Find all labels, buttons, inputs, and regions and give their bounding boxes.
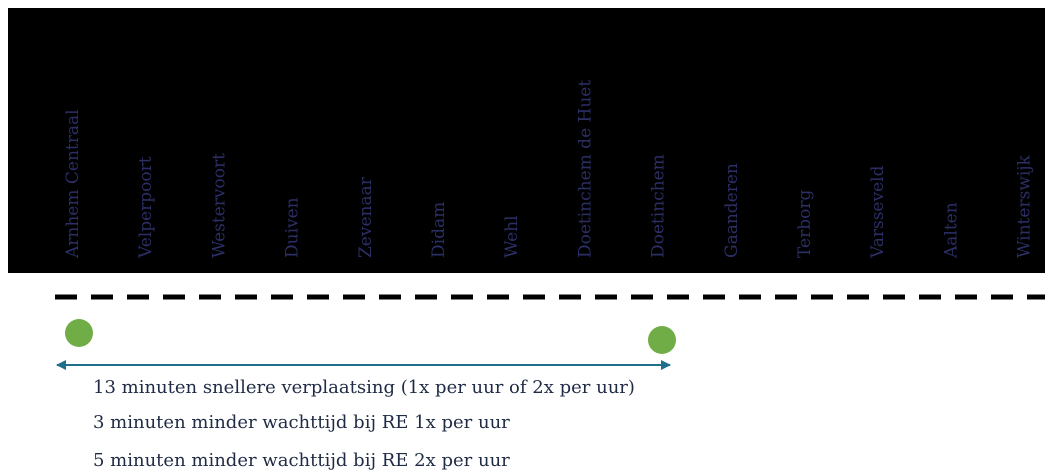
note: 5 minuten minder wachttijd bij RE 2x per… <box>93 450 510 471</box>
station-label: Terborg <box>795 190 815 258</box>
start-dot <box>65 319 93 347</box>
station-label: Didam <box>429 202 449 258</box>
station-label: Wehl <box>502 215 522 258</box>
note: 3 minuten minder wachttijd bij RE 1x per… <box>93 412 510 433</box>
station-label: Winterswijk <box>1015 154 1035 258</box>
end-dot <box>648 326 676 354</box>
station-label: Westervoort <box>209 153 229 258</box>
station-label: Varsseveld <box>868 165 888 259</box>
station-label: Gaanderen <box>722 163 742 258</box>
station-label: Doetinchem <box>649 154 669 258</box>
station-band <box>8 8 1045 273</box>
station-label: Velperpoort <box>136 156 156 259</box>
note: 13 minuten snellere verplaatsing (1x per… <box>93 377 635 398</box>
station-label: Doetinchem de Huet <box>575 80 595 258</box>
station-label: Aalten <box>941 202 961 259</box>
station-label: Arnhem Centraal <box>63 109 83 259</box>
station-label: Zevenaar <box>356 176 376 258</box>
station-label: Duiven <box>283 197 303 258</box>
